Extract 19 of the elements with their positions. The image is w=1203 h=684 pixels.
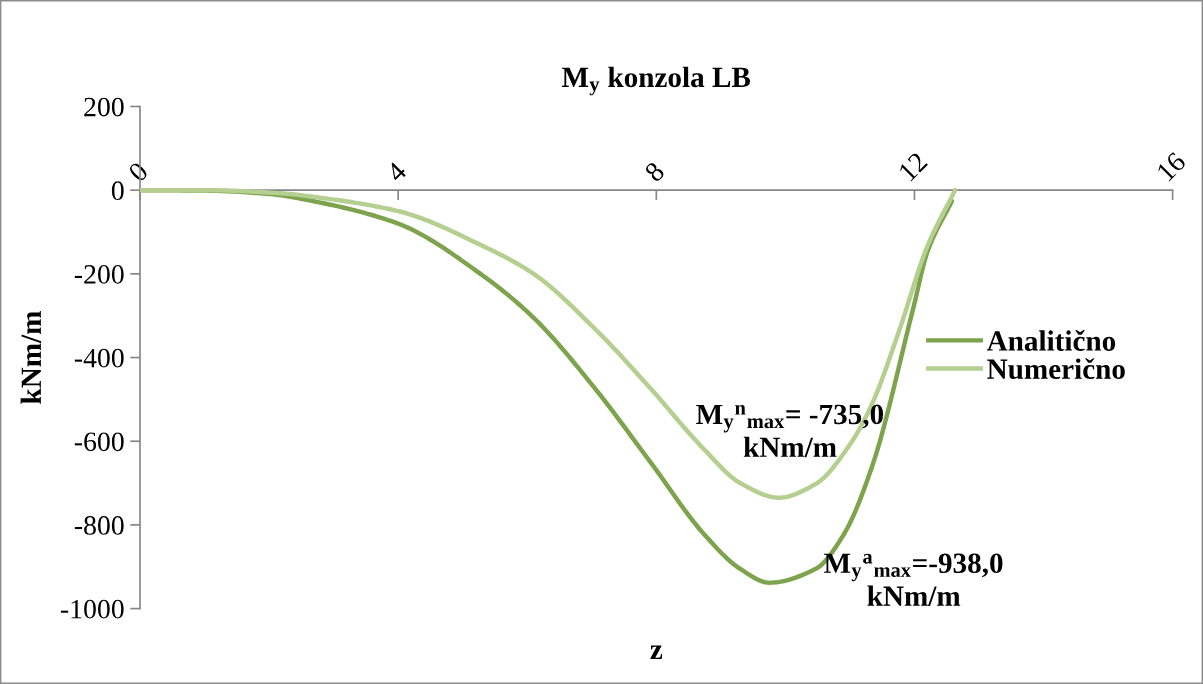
y-tick-label: 200 [84,97,124,117]
x-tick-label: 8 [643,161,666,183]
y-tick-label: -600 [74,432,124,452]
x-tick-label: 16 [1156,151,1187,182]
y-tick-label: -400 [74,348,124,368]
y-tick-label: 0 [111,181,124,201]
annotation: M$_{y}$$^{a}$$_{max}$=-938,0 kNm/m [824,553,1003,606]
y-tick-label: -1000 [60,599,124,619]
annotation: M$_{y}$$^{n}$$_{max}$= -735,0 kNm/m [696,404,884,458]
x-tick-label: 4 [385,160,408,183]
y-axis-title: kNm/m [20,311,42,404]
legend-label: Analitično [986,330,1116,351]
y-tick-label: -800 [74,516,124,535]
chart-title: M$_{y}$ konzola LB [562,66,751,96]
x-tick-label: 0 [127,161,150,183]
legend-label: Numerično [987,358,1125,380]
x-tick-label: 12 [898,151,928,182]
x-axis-title: z [650,645,663,659]
y-tick-label: -200 [74,265,124,284]
